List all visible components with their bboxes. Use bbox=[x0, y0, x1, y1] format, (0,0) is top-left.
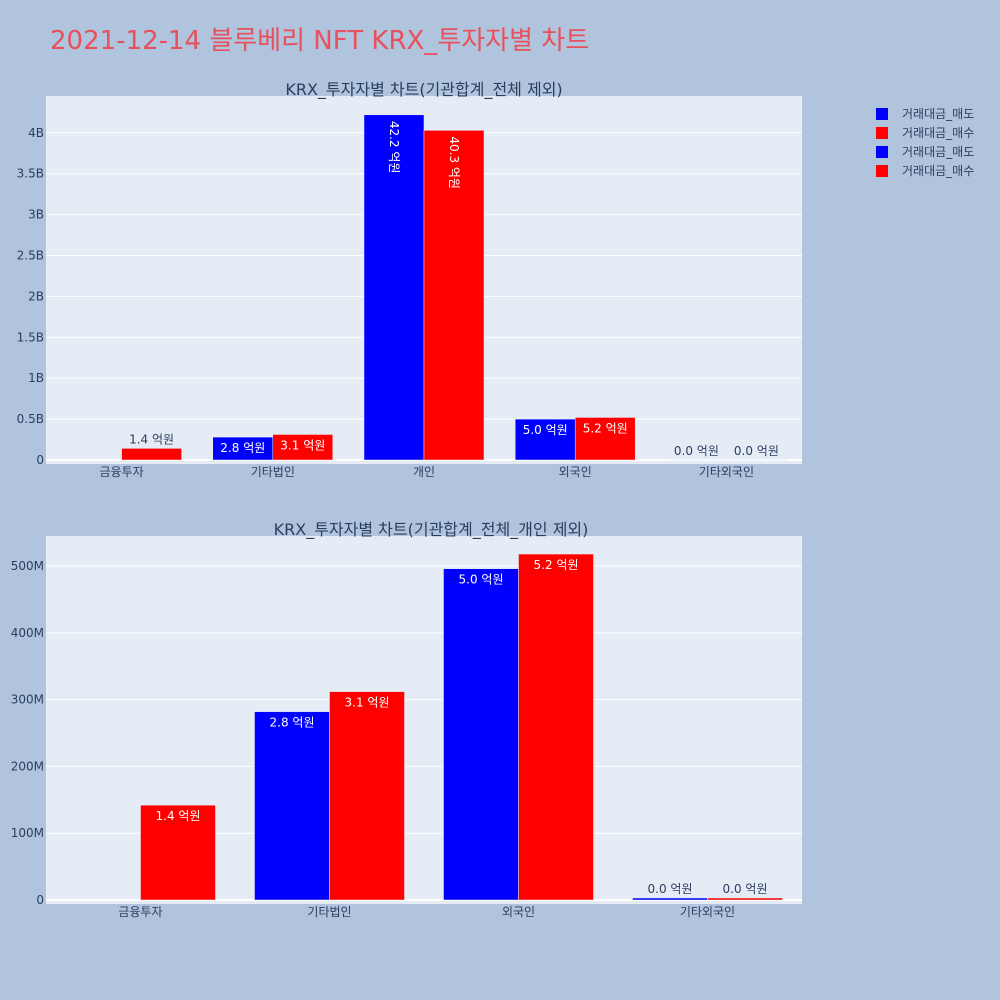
x-tick-label: 금융투자 bbox=[100, 465, 144, 479]
bar-sell bbox=[254, 711, 330, 901]
bar-value-label: 2.8 억원 bbox=[270, 716, 315, 730]
legend-label: 거래대금_매도 bbox=[902, 107, 974, 121]
y-tick-label: 1B bbox=[28, 371, 44, 385]
legend-swatch-sell bbox=[876, 108, 888, 120]
legend-item[interactable]: 거래대금_매수 bbox=[876, 164, 974, 178]
bar-value-label: 0.0 억원 bbox=[723, 882, 768, 896]
page-title: 2021-12-14 블루베리 NFT KRX_투자자별 차트 bbox=[50, 26, 589, 56]
bar-value-label: 0.0 억원 bbox=[734, 444, 779, 458]
bar-value-label: 40.3 억원 bbox=[447, 136, 461, 189]
bar-value-label: 3.1 억원 bbox=[345, 696, 390, 710]
y-tick-label: 4B bbox=[28, 126, 44, 140]
x-tick-label: 기타외국인 bbox=[699, 465, 754, 479]
bar-value-label: 5.2 억원 bbox=[583, 421, 628, 435]
bar-value-label: 2.8 억원 bbox=[220, 441, 265, 455]
bar-value-label: 42.2 억원 bbox=[387, 121, 401, 174]
y-tick-label: 100M bbox=[11, 826, 44, 840]
y-tick-label: 3.5B bbox=[17, 167, 44, 181]
bar-buy bbox=[329, 691, 405, 901]
chart-2-title: KRX_투자자별 차트(기관합계_전체_개인 제외) bbox=[274, 520, 589, 540]
bar-value-label: 0.0 억원 bbox=[674, 444, 719, 458]
bar-buy bbox=[272, 434, 334, 461]
x-tick-label: 금융투자 bbox=[118, 905, 162, 919]
bar-value-label: 1.4 억원 bbox=[156, 809, 201, 823]
bar-buy bbox=[574, 417, 636, 461]
chart-1: 1.4 억원 2.8 억원 3.1 억원 42.2 억원 40.3 억원 5.0 억원 5.… bbox=[17, 80, 802, 479]
legend-swatch-buy bbox=[876, 127, 888, 139]
y-tick-label: 0 bbox=[36, 893, 44, 907]
bar-sell bbox=[632, 897, 708, 901]
bar-value-label: 0.0 억원 bbox=[648, 882, 693, 896]
x-tick-label: 기타외국인 bbox=[680, 905, 735, 919]
y-tick-label: 0.5B bbox=[17, 412, 44, 426]
legend-label: 거래대금_매수 bbox=[902, 164, 974, 178]
y-tick-label: 2.5B bbox=[17, 249, 44, 263]
legend-item[interactable]: 거래대금_매수 bbox=[876, 126, 974, 140]
chart-2: 1.4 억원 2.8 억원 3.1 억원 5.0 억원 5.2 억원 0.0 억원 0.0 … bbox=[11, 520, 802, 919]
bar-value-label: 3.1 억원 bbox=[280, 438, 325, 452]
x-tick-label: 기타법인 bbox=[251, 465, 295, 479]
x-tick-label: 외국인 bbox=[502, 905, 535, 919]
y-tick-label: 1.5B bbox=[17, 330, 44, 344]
bar-value-label: 5.0 억원 bbox=[523, 423, 568, 437]
bar-buy bbox=[707, 897, 783, 901]
x-tick-label: 개인 bbox=[413, 465, 435, 479]
legend-label: 거래대금_매수 bbox=[902, 126, 974, 140]
legend-item[interactable]: 거래대금_매도 bbox=[876, 145, 974, 159]
legend-item[interactable]: 거래대금_매도 bbox=[876, 107, 974, 121]
y-tick-label: 400M bbox=[11, 626, 44, 640]
bar-value-label: 1.4 억원 bbox=[129, 432, 174, 446]
y-tick-label: 200M bbox=[11, 759, 44, 773]
bar-buy bbox=[121, 448, 182, 461]
x-tick-label: 기타법인 bbox=[307, 905, 351, 919]
bar-buy bbox=[140, 804, 216, 901]
legend[interactable]: 거래대금_매도 거래대금_매수 거래대금_매도 거래대금_매수 bbox=[876, 107, 974, 178]
y-tick-label: 500M bbox=[11, 559, 44, 573]
bar-sell bbox=[514, 418, 576, 461]
legend-swatch-sell bbox=[876, 146, 888, 158]
y-tick-label: 2B bbox=[28, 289, 44, 303]
y-tick-label: 300M bbox=[11, 693, 44, 707]
y-tick-label: 0 bbox=[36, 453, 44, 467]
bar-value-label: 5.0 억원 bbox=[459, 573, 504, 587]
bar-buy bbox=[423, 130, 485, 461]
bar-sell bbox=[443, 568, 519, 901]
x-tick-label: 외국인 bbox=[559, 465, 592, 479]
chart-1-title: KRX_투자자별 차트(기관합계_전체 제외) bbox=[285, 80, 562, 100]
bar-buy bbox=[518, 553, 594, 901]
bar-value-label: 5.2 억원 bbox=[534, 558, 579, 572]
legend-swatch-buy bbox=[876, 165, 888, 177]
y-tick-label: 3B bbox=[28, 208, 44, 222]
legend-label: 거래대금_매도 bbox=[902, 145, 974, 159]
